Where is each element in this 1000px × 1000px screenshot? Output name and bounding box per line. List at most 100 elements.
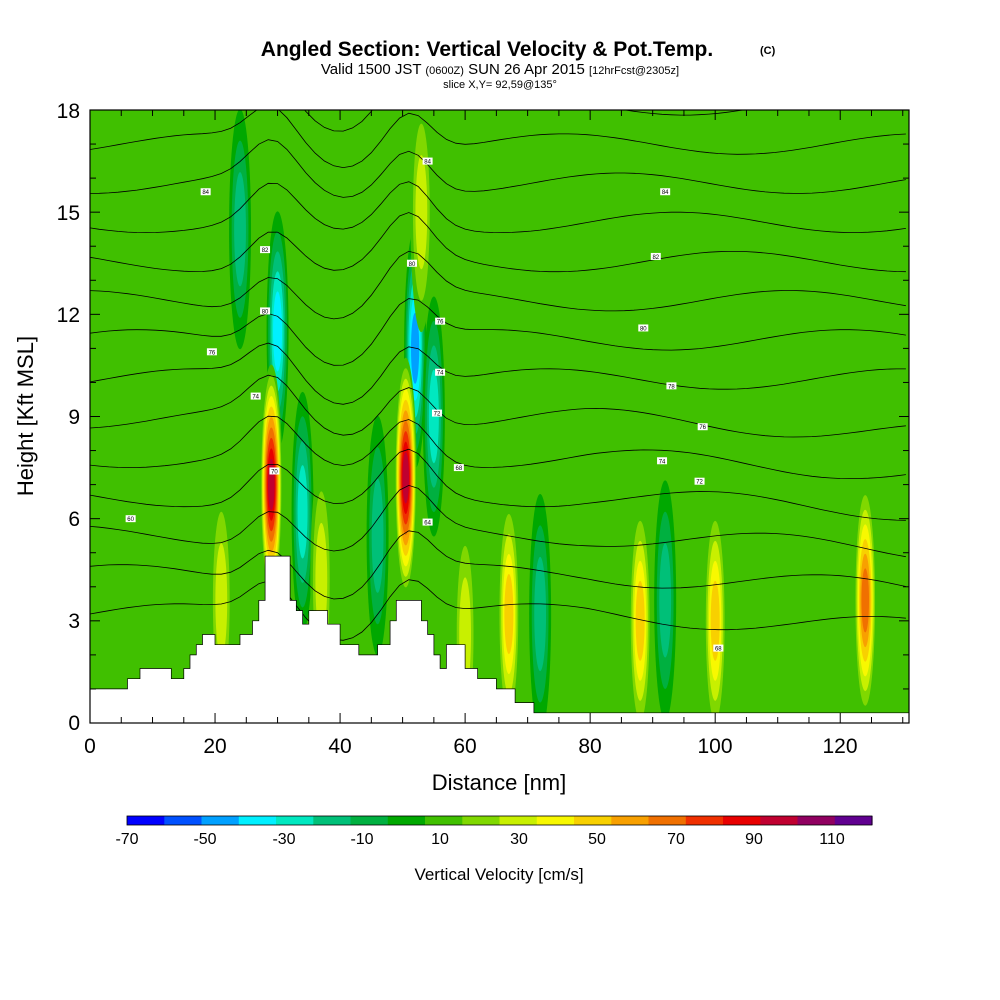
contour-label-box	[260, 246, 271, 254]
colorbar-tick-label: -70	[115, 831, 138, 848]
velocity-cell	[402, 452, 410, 504]
contour-label-box	[431, 409, 442, 417]
isentrope-line	[90, 250, 906, 320]
isentrope-line	[90, 415, 906, 480]
contour-label: 80	[409, 262, 416, 268]
contour-label-box	[125, 515, 136, 523]
contour-label: 60	[127, 517, 134, 523]
contour-label: 84	[424, 160, 431, 166]
y-axis-label: Height [Kft MSL]	[13, 336, 38, 496]
potential-temperature-contours	[90, 110, 906, 641]
velocity-cell	[371, 478, 384, 593]
colorbar-tick-label: 70	[667, 831, 685, 848]
terrain	[90, 555, 909, 723]
colorbar-frame	[126, 815, 873, 826]
contour-label-box	[269, 467, 280, 475]
contour-label-box	[650, 252, 661, 260]
colorbar-tick-label: -10	[350, 831, 373, 848]
y-tick-label: 15	[57, 202, 80, 225]
x-tick-label: 120	[822, 735, 857, 758]
isentrope-line	[90, 110, 906, 169]
contour-label: 64	[424, 521, 431, 527]
colorbar-tick-label: -30	[272, 831, 295, 848]
isentrope-line	[90, 579, 906, 641]
contour-label: 84	[662, 190, 669, 196]
y-tick-label: 9	[68, 406, 80, 429]
contour-label-box	[638, 324, 649, 332]
contour-label-box	[660, 188, 671, 196]
isentrope-line	[90, 484, 906, 558]
chart-title: Angled Section: Vertical Velocity & Pot.…	[261, 38, 713, 61]
y-tick-label: 12	[57, 304, 80, 327]
velocity-cell	[297, 465, 308, 559]
isentrope-line	[90, 139, 906, 198]
subtitle-valid: Valid 1500 JST	[321, 61, 421, 78]
contour-label: 70	[271, 469, 278, 475]
contour-label: 74	[659, 459, 666, 465]
tick-marks	[89, 109, 909, 724]
colorbar-tick-label: 50	[588, 831, 606, 848]
velocity-cell	[268, 458, 275, 511]
colorbar-tick-label: 10	[431, 831, 449, 848]
chart-title-unit: (C)	[760, 45, 776, 57]
y-tick-label: 6	[68, 508, 80, 531]
colorbar-swatch	[201, 816, 240, 825]
velocity-cell	[273, 291, 283, 372]
contour-label: 84	[202, 190, 209, 196]
colorbar-tick-label: 30	[510, 831, 528, 848]
colorbar-swatch	[536, 816, 575, 825]
x-tick-label: 60	[453, 735, 476, 758]
chart-slice-info: slice X,Y= 92,59@135°	[443, 79, 557, 91]
colorbar-swatch	[648, 816, 687, 825]
colorbar-title: Vertical Velocity [cm/s]	[414, 865, 583, 884]
velocity-cell	[234, 172, 246, 287]
colorbar-swatch	[425, 816, 463, 825]
contour-label-box	[666, 382, 677, 390]
isentrope-line	[90, 374, 906, 438]
colorbar-swatch	[499, 816, 538, 825]
isentrope-line	[90, 212, 906, 273]
colorbar-swatch	[834, 816, 873, 825]
x-tick-label: 100	[697, 735, 732, 758]
x-tick-label: 40	[328, 735, 351, 758]
subtitle-date: SUN 26 Apr 2015	[468, 61, 585, 78]
y-axis: 0 3 6 9 12 15 18	[57, 100, 80, 735]
velocity-cell	[710, 580, 720, 661]
contour-label-box	[260, 307, 271, 315]
velocity-cell	[215, 543, 228, 658]
isentrope-line	[90, 448, 906, 521]
contour-label: 76	[699, 425, 706, 431]
colorbar-swatch	[574, 816, 612, 825]
contour-label-box	[657, 457, 668, 465]
contour-label-box	[206, 348, 217, 356]
contour-label: 72	[434, 412, 441, 418]
x-axis-label: Distance [nm]	[432, 770, 567, 795]
contour-label: 80	[262, 309, 269, 315]
x-tick-label: 80	[578, 735, 601, 758]
y-tick-label: 18	[57, 100, 80, 123]
colorbar	[126, 815, 873, 826]
colorbar-swatch	[797, 816, 836, 825]
colorbar-swatch	[164, 816, 203, 825]
velocity-cell	[534, 556, 547, 672]
colorbar-tick-labels: -70 -50 -30 -10 10 30 50 70 90 110	[115, 831, 844, 848]
contour-label-box	[694, 477, 705, 485]
colorbar-tick-label: 90	[745, 831, 763, 848]
colorbar-swatch	[760, 816, 799, 825]
contour-label-box	[250, 392, 261, 400]
colorbar-swatch	[350, 816, 389, 825]
subtitle-forecast: [12hrFcst@2305z]	[589, 65, 679, 77]
contour-label-box	[713, 644, 724, 652]
velocity-cell	[315, 522, 328, 638]
contour-label-box	[453, 464, 464, 472]
contour-label: 76	[437, 320, 444, 326]
isentrope-line	[90, 342, 906, 405]
contour-label-box	[435, 368, 446, 376]
contour-label: 74	[252, 395, 259, 401]
contour-label: 68	[715, 647, 722, 653]
x-tick-label: 0	[84, 735, 96, 758]
subtitle-zulu: (0600Z)	[425, 65, 464, 77]
velocity-cell	[659, 543, 672, 658]
colorbar-tick-label: -50	[193, 831, 216, 848]
